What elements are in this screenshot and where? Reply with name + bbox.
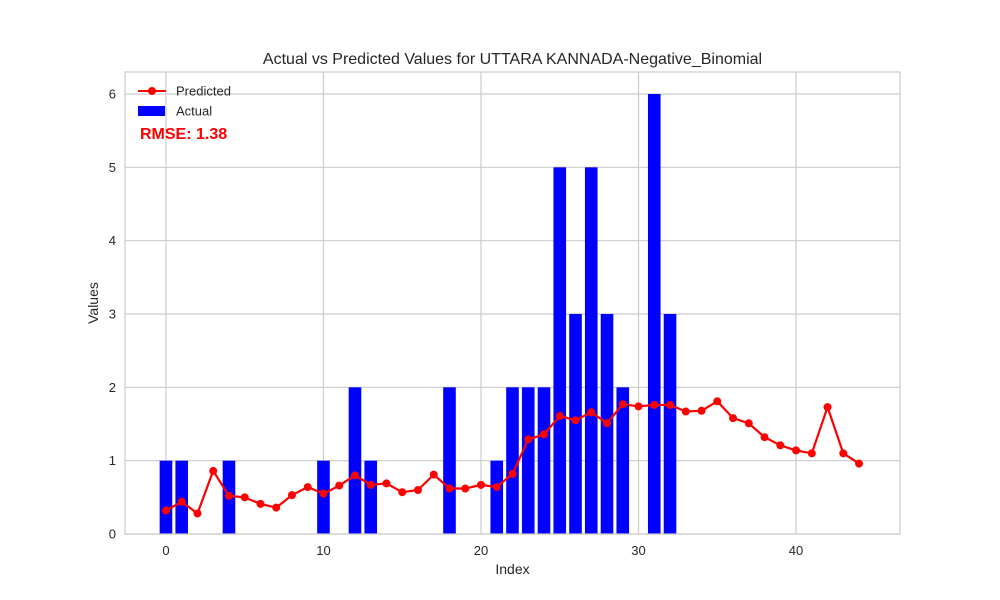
predicted-point	[303, 483, 312, 492]
predicted-point	[256, 499, 265, 508]
predicted-point	[839, 449, 848, 458]
y-axis-label: Values	[85, 282, 101, 324]
predicted-point	[240, 493, 249, 502]
actual-bar	[443, 387, 456, 534]
y-tick-label: 3	[109, 307, 116, 322]
predicted-line-group	[161, 397, 864, 518]
actual-bar	[616, 387, 630, 534]
predicted-point	[350, 471, 359, 480]
x-tick-label: 0	[162, 543, 169, 558]
predicted-point	[445, 484, 454, 493]
actual-bar	[553, 167, 567, 535]
predicted-point	[492, 483, 501, 492]
y-tick-label: 2	[109, 380, 116, 395]
actual-bar	[663, 314, 677, 534]
y-tick-label: 6	[109, 87, 116, 102]
predicted-point	[382, 479, 391, 488]
x-tick-label: 10	[316, 543, 330, 558]
actual-bar	[521, 387, 535, 534]
legend-predicted-marker	[148, 87, 156, 95]
predicted-point	[193, 509, 202, 518]
predicted-point	[398, 488, 407, 497]
actual-bar	[490, 460, 504, 534]
predicted-point	[540, 430, 549, 439]
actual-bar	[348, 387, 362, 534]
predicted-point	[335, 481, 344, 490]
predicted-point	[729, 414, 738, 423]
predicted-point	[319, 489, 328, 498]
predicted-point	[807, 449, 816, 458]
actual-bars	[159, 94, 677, 535]
predicted-point	[618, 400, 627, 409]
predicted-point	[855, 459, 864, 468]
actual-bar	[159, 460, 173, 534]
predicted-point	[524, 435, 533, 444]
y-tick-labels: 0 1 2 3 4 5 6	[109, 87, 116, 542]
predicted-point	[634, 402, 643, 411]
predicted-point	[744, 419, 753, 428]
actual-bar	[364, 460, 378, 534]
predicted-point	[776, 441, 785, 450]
predicted-point	[587, 408, 596, 417]
x-axis-label: Index	[495, 561, 529, 577]
actual-bar	[537, 387, 551, 534]
predicted-point	[823, 403, 832, 412]
y-tick-label: 1	[109, 453, 116, 468]
predicted-point	[161, 506, 170, 515]
chart-title: Actual vs Predicted Values for UTTARA KA…	[263, 51, 762, 68]
predicted-point	[666, 400, 675, 409]
y-tick-label: 5	[109, 160, 116, 175]
legend-predicted-label: Predicted	[176, 84, 231, 99]
predicted-point	[272, 503, 281, 512]
plot-frame	[124, 71, 901, 535]
predicted-point	[476, 480, 485, 489]
x-tick-label: 30	[631, 543, 645, 558]
predicted-point	[508, 469, 517, 478]
predicted-point	[224, 491, 233, 500]
predicted-point	[760, 433, 769, 442]
predicted-point	[366, 480, 375, 489]
legend: Predicted Actual	[138, 84, 231, 119]
predicted-point	[461, 484, 470, 493]
predicted-point	[713, 397, 722, 406]
rmse-annotation: RMSE: 1.38	[140, 126, 227, 143]
predicted-point	[209, 466, 218, 475]
predicted-point	[429, 470, 438, 479]
predicted-point	[287, 491, 296, 500]
legend-actual-label: Actual	[176, 104, 212, 119]
y-tick-label: 4	[109, 233, 116, 248]
y-tick-label: 0	[109, 527, 116, 542]
predicted-point	[681, 407, 690, 416]
legend-actual-swatch	[138, 106, 165, 116]
actual-bar	[175, 460, 189, 534]
predicted-point	[603, 419, 612, 428]
predicted-point	[697, 406, 706, 415]
predicted-point	[571, 416, 580, 425]
predicted-point	[413, 486, 422, 494]
predicted-point	[177, 497, 186, 506]
actual-bar	[506, 387, 519, 534]
x-tick-labels: 0 10 20 30 40	[162, 543, 803, 558]
x-tick-label: 40	[789, 543, 803, 558]
predicted-point	[650, 400, 659, 409]
x-tick-label: 20	[474, 543, 488, 558]
predicted-point	[792, 446, 801, 455]
actual-bar	[584, 167, 598, 535]
actual-bar	[647, 94, 661, 534]
predicted-point	[555, 411, 564, 420]
